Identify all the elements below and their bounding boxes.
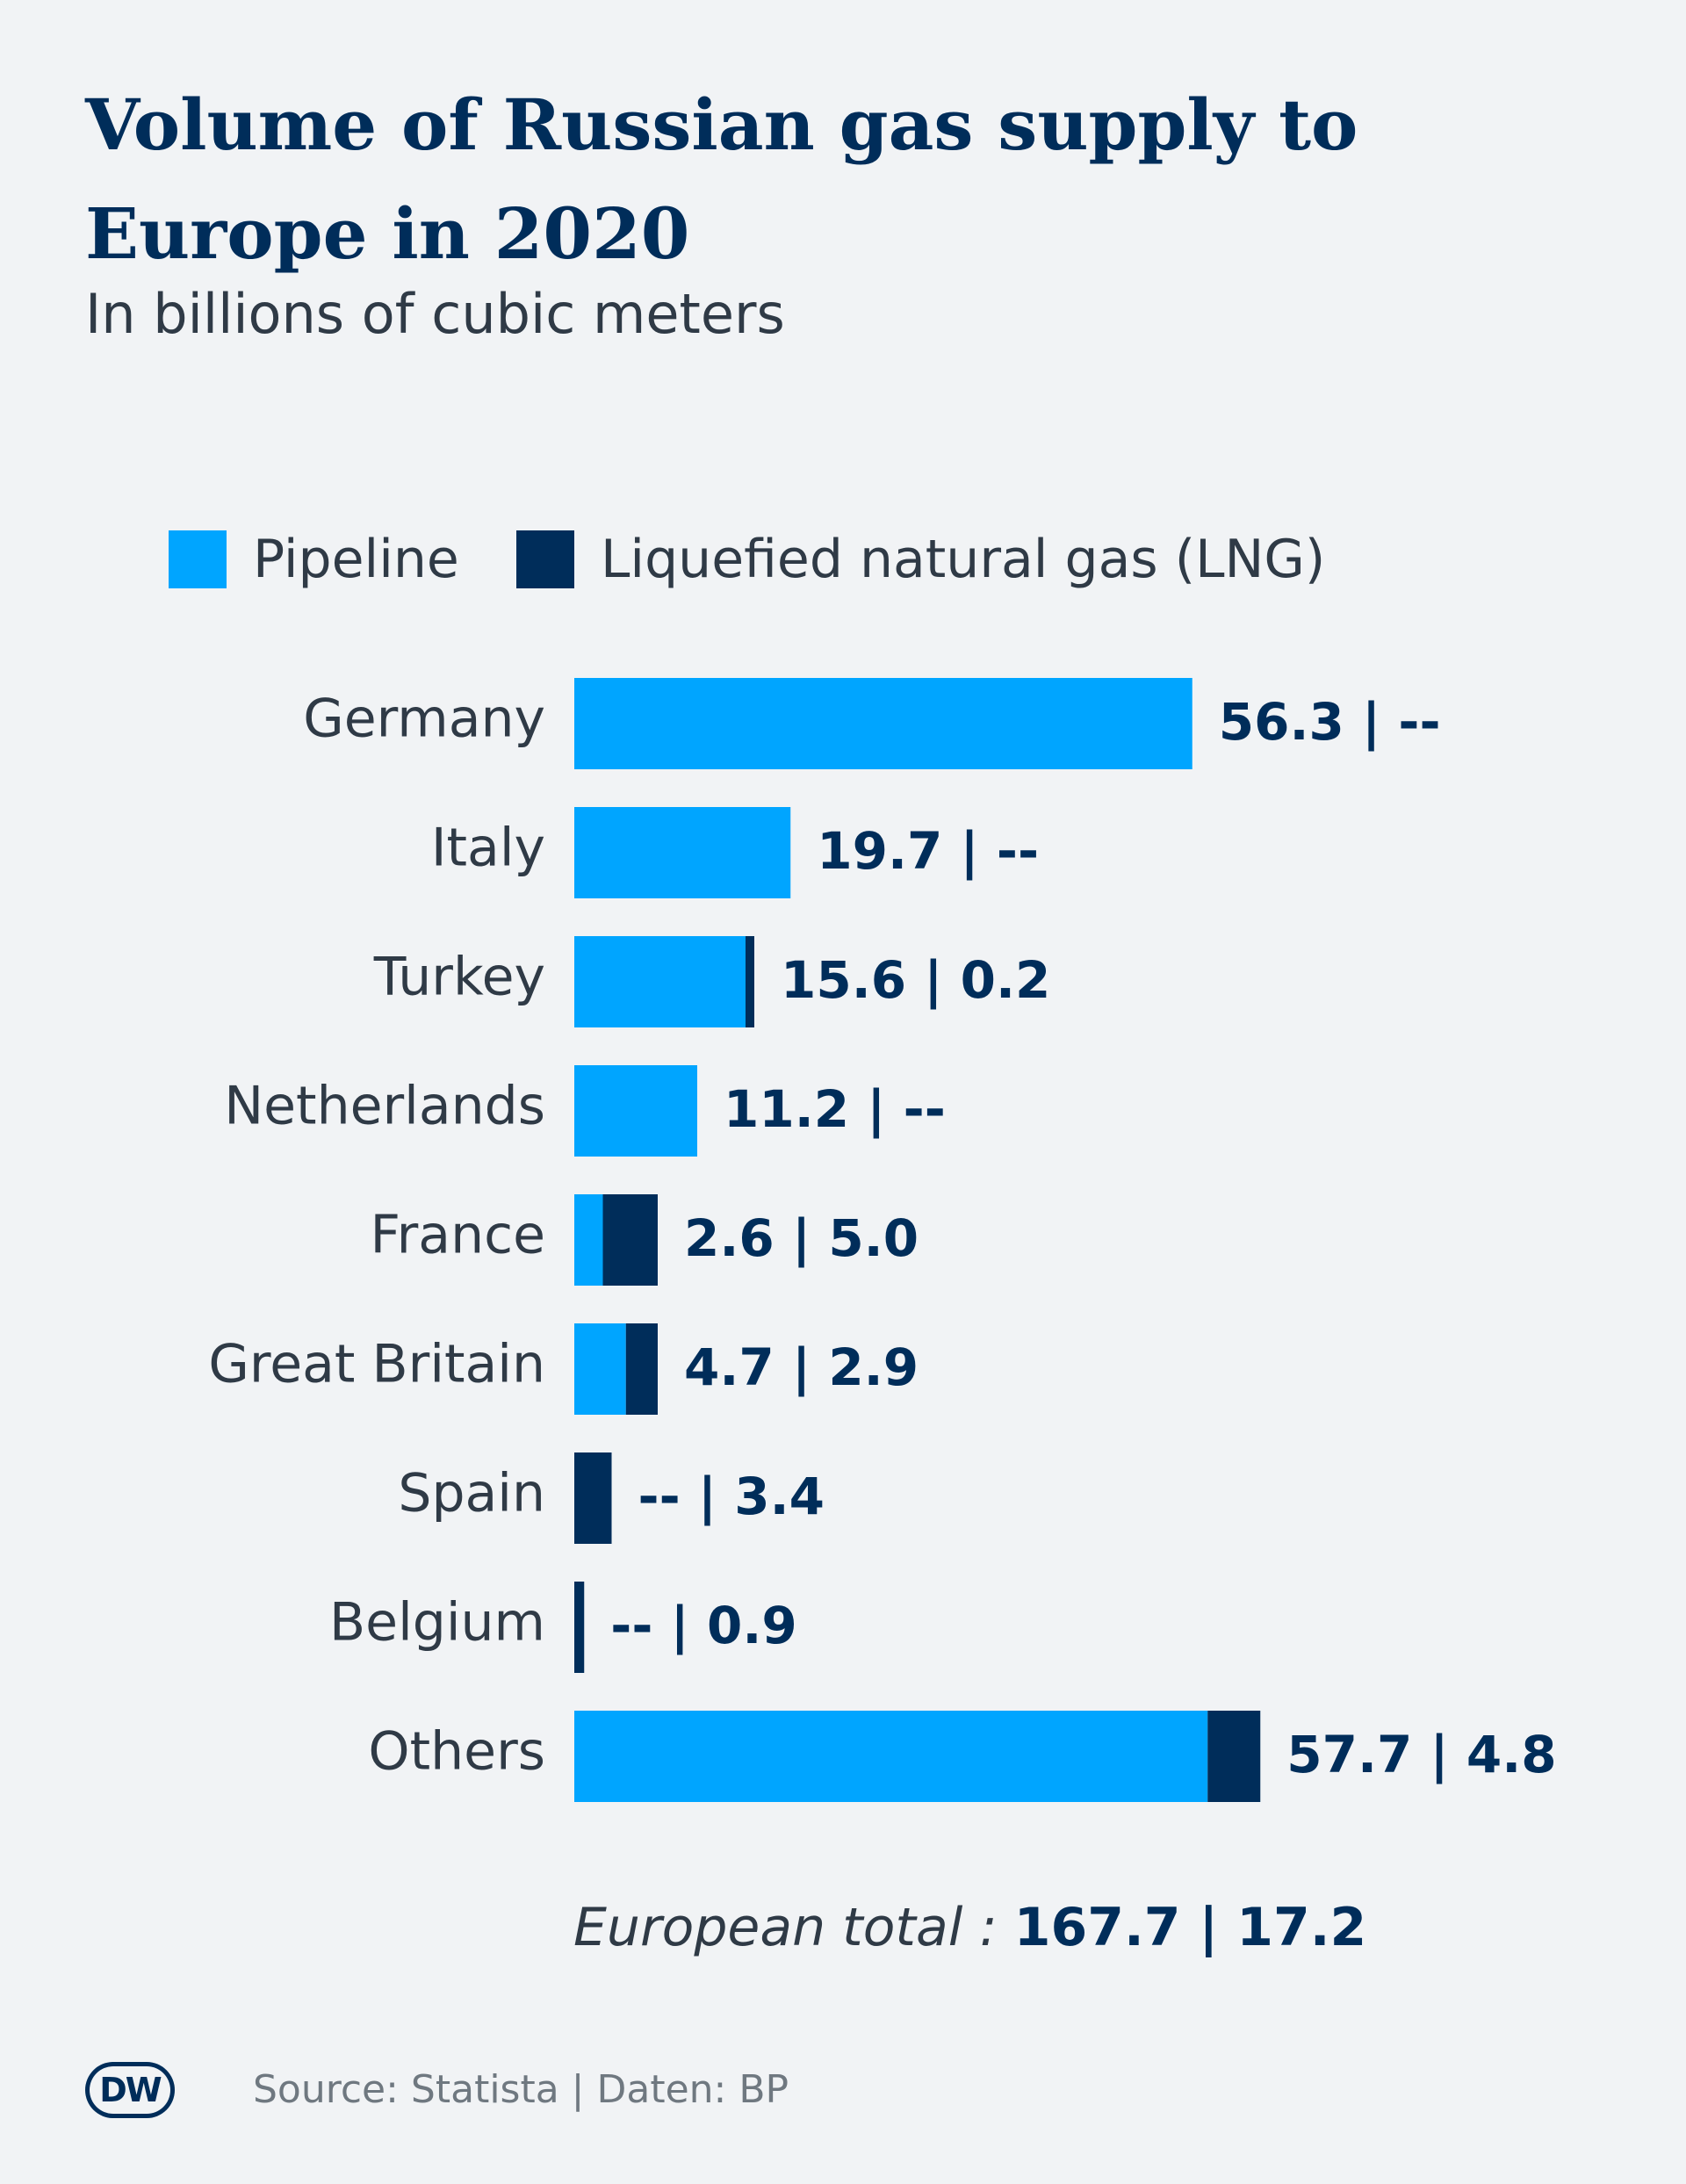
- legend-item-pipeline: Pipeline: [169, 529, 459, 590]
- category-label-turkey: Turkey: [373, 947, 545, 1008]
- bar-netherlands-pipeline: [574, 1065, 697, 1157]
- value-label-italy: 19.7 | --: [817, 821, 1039, 881]
- value-label-belgium: -- | 0.9: [610, 1596, 796, 1655]
- bar-germany-pipeline: [574, 678, 1192, 769]
- category-label-italy: Italy: [431, 818, 545, 879]
- category-label-belgium: Belgium: [329, 1592, 545, 1654]
- category-label-others: Others: [368, 1721, 545, 1783]
- legend-item-lng: Liquefied natural gas (LNG): [516, 529, 1326, 590]
- value-label-netherlands: 11.2 | --: [724, 1079, 946, 1139]
- value-label-germany: 56.3 | --: [1219, 692, 1441, 752]
- european-total: European total : 167.7 | 17.2: [573, 1897, 1366, 1958]
- dw-logo-text: DW: [90, 2066, 170, 2114]
- legend-label-lng: Liquefied natural gas (LNG): [601, 529, 1326, 590]
- dw-logo: DW: [85, 2062, 175, 2118]
- value-label-france: 2.6 | 5.0: [684, 1208, 919, 1268]
- value-label-spain: -- | 3.4: [638, 1467, 825, 1526]
- category-label-germany: Germany: [303, 688, 545, 750]
- bar-others-lng: [1207, 1711, 1261, 1802]
- legend-swatch-pipeline: [169, 530, 227, 588]
- bar-italy-pipeline: [574, 807, 791, 898]
- european-total-value: 167.7 | 17.2: [1013, 1897, 1367, 1958]
- source-note: Source: Statista | Daten: BP: [253, 2067, 789, 2112]
- bar-france-lng: [602, 1194, 658, 1286]
- european-total-label: European total :: [573, 1897, 998, 1958]
- value-label-others: 57.7 | 4.8: [1286, 1725, 1556, 1784]
- legend-label-pipeline: Pipeline: [253, 529, 459, 590]
- bar-great-britain-lng: [625, 1323, 658, 1415]
- bar-great-britain-pipeline: [574, 1323, 626, 1415]
- category-label-great-britain: Great Britain: [208, 1334, 545, 1395]
- bar-france-pipeline: [574, 1194, 603, 1286]
- bar-belgium-lng: [574, 1582, 585, 1673]
- chart-title: Volume of Russian gas supply to Europe i…: [85, 83, 1358, 275]
- chart-subtitle: In billions of cubic meters: [85, 282, 785, 346]
- value-label-turkey: 15.6 | 0.2: [781, 950, 1050, 1010]
- bar-spain-lng: [574, 1452, 612, 1544]
- bar-turkey-pipeline: [574, 936, 746, 1027]
- value-label-great-britain: 4.7 | 2.9: [684, 1337, 919, 1397]
- bar-others-pipeline: [574, 1711, 1208, 1802]
- category-label-spain: Spain: [398, 1463, 545, 1524]
- category-label-netherlands: Netherlands: [224, 1076, 545, 1137]
- legend-swatch-lng: [516, 530, 574, 588]
- bar-turkey-lng: [746, 936, 754, 1027]
- category-label-france: France: [370, 1205, 545, 1266]
